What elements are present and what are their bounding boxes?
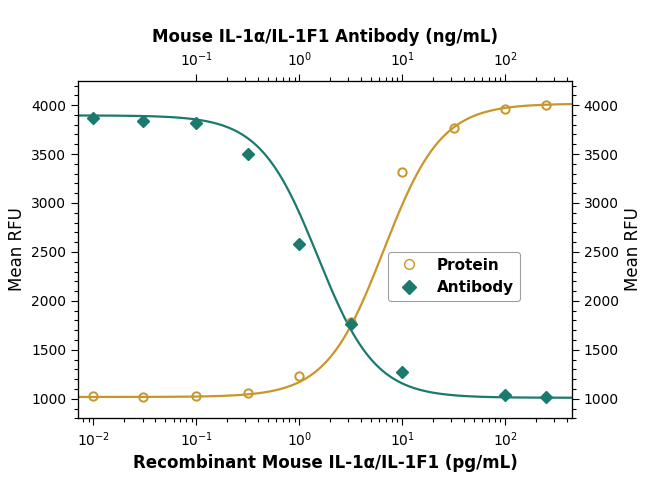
X-axis label: Recombinant Mouse IL-1α/IL-1F1 (pg/mL): Recombinant Mouse IL-1α/IL-1F1 (pg/mL): [133, 454, 517, 472]
Y-axis label: Mean RFU: Mean RFU: [625, 208, 642, 291]
X-axis label: Mouse IL-1α/IL-1F1 Antibody (ng/mL): Mouse IL-1α/IL-1F1 Antibody (ng/mL): [152, 28, 498, 46]
Legend: Protein, Antibody: Protein, Antibody: [388, 251, 520, 301]
Y-axis label: Mean RFU: Mean RFU: [8, 208, 25, 291]
